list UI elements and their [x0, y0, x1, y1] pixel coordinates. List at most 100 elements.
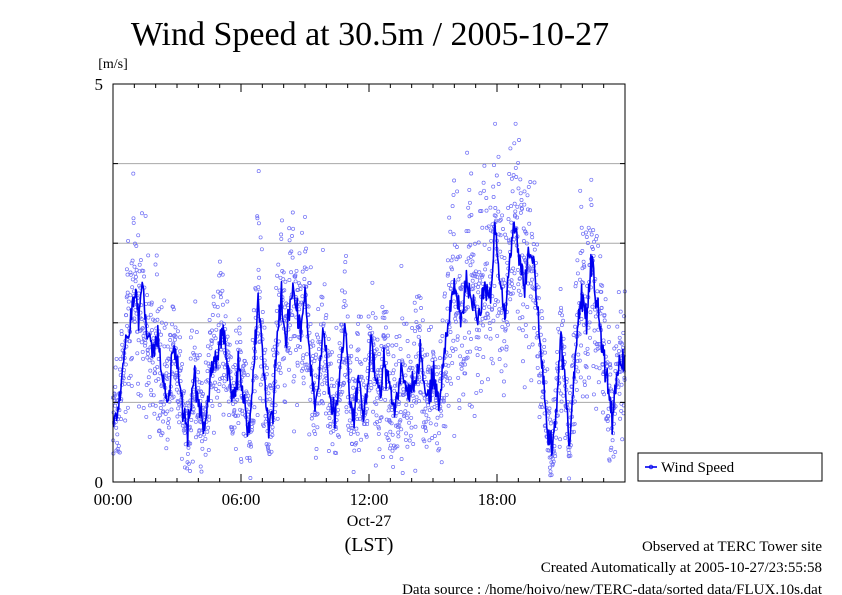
scatter-point: [394, 342, 399, 347]
scatter-point: [251, 418, 256, 423]
scatter-point: [415, 294, 419, 299]
scatter-point: [522, 202, 527, 207]
scatter-point: [399, 427, 404, 432]
scatter-point: [433, 357, 438, 362]
scatter-point: [320, 295, 325, 300]
scatter-point: [280, 218, 284, 223]
scatter-point: [364, 432, 368, 437]
scatter-point: [508, 297, 513, 302]
scatter-point: [377, 426, 381, 431]
scatter-point: [536, 296, 541, 301]
y-axis-label: [m/s]: [98, 57, 128, 72]
scatter-point: [161, 402, 166, 407]
scatter-point: [558, 391, 563, 396]
scatter-point: [116, 443, 121, 448]
scatter-point: [479, 380, 484, 385]
scatter-point: [582, 383, 587, 387]
scatter-point: [543, 369, 548, 373]
scatter-point: [503, 326, 508, 331]
scatter-point: [294, 348, 298, 352]
scatter-point: [538, 373, 543, 378]
scatter-point: [502, 281, 507, 286]
scatter-point: [547, 465, 552, 470]
scatter-point: [119, 417, 124, 422]
scatter-point: [246, 393, 251, 398]
scatter-point: [521, 302, 526, 307]
scatter-point: [377, 352, 382, 356]
scatter-point: [405, 339, 410, 343]
scatter-point: [126, 306, 131, 311]
scatter-point: [342, 381, 346, 386]
scatter-point: [394, 362, 399, 367]
scatter-point: [293, 273, 298, 278]
footer-site: Observed at TERC Tower site: [642, 539, 822, 555]
scatter-point: [374, 347, 379, 352]
scatter-point: [144, 383, 149, 387]
scatter-point: [445, 378, 450, 383]
scatter-point: [238, 340, 243, 344]
scatter-point: [245, 373, 250, 378]
scatter-point: [375, 337, 380, 342]
scatter-point: [507, 172, 512, 176]
scatter-point: [114, 356, 119, 361]
scatter-point: [399, 263, 404, 268]
scatter-point: [225, 334, 230, 339]
scatter-point: [297, 281, 301, 286]
scatter-point: [469, 337, 473, 341]
scatter-point: [449, 258, 454, 263]
scatter-point: [349, 344, 354, 349]
scatter-point: [616, 385, 621, 390]
scatter-point: [141, 356, 146, 361]
scatter-point: [605, 419, 610, 423]
scatter-point: [584, 235, 589, 239]
scatter-point: [563, 436, 568, 440]
scatter-point: [584, 365, 589, 370]
scatter-point: [520, 328, 525, 333]
scatter-point: [582, 379, 587, 384]
scatter-point: [189, 328, 194, 333]
scatter-point: [342, 299, 347, 303]
scatter-point: [440, 334, 445, 338]
scatter-point: [271, 353, 276, 358]
scatter-point: [125, 405, 130, 410]
scatter-point: [122, 381, 127, 386]
scatter-point: [594, 234, 599, 239]
scatter-point: [536, 354, 540, 359]
scatter-point: [413, 308, 418, 313]
scatter-point: [185, 451, 190, 456]
scatter-point: [464, 259, 469, 264]
scatter-point: [607, 339, 611, 344]
scatter-point: [574, 387, 579, 392]
scatter-point: [170, 322, 175, 327]
scatter-point: [539, 309, 544, 314]
scatter-point: [275, 384, 280, 389]
scatter-point: [622, 314, 627, 319]
scatter-point: [502, 379, 506, 384]
scatter-point: [232, 409, 237, 414]
scatter-point: [220, 272, 225, 277]
scatter-point: [599, 305, 604, 310]
scatter-point: [500, 213, 505, 218]
scatter-point: [251, 420, 256, 425]
scatter-point: [610, 438, 615, 443]
scatter-point: [512, 141, 517, 146]
scatter-point: [510, 281, 515, 286]
scatter-point: [531, 298, 536, 303]
scatter-point: [329, 377, 334, 382]
scatter-point: [558, 287, 563, 291]
scatter-point: [613, 369, 618, 374]
scatter-point: [412, 341, 417, 346]
scatter-point: [177, 420, 182, 425]
scatter-point: [559, 323, 564, 328]
scatter-point: [568, 453, 573, 458]
scatter-point: [231, 402, 236, 406]
scatter-point: [364, 434, 369, 439]
scatter-point: [612, 346, 617, 351]
scatter-point: [329, 383, 334, 388]
scatter-point: [240, 411, 245, 416]
scatter-point: [230, 429, 235, 434]
scatter-point: [619, 382, 624, 387]
scatter-point: [398, 410, 403, 415]
scatter-point: [149, 302, 154, 307]
scatter-point: [131, 171, 136, 176]
